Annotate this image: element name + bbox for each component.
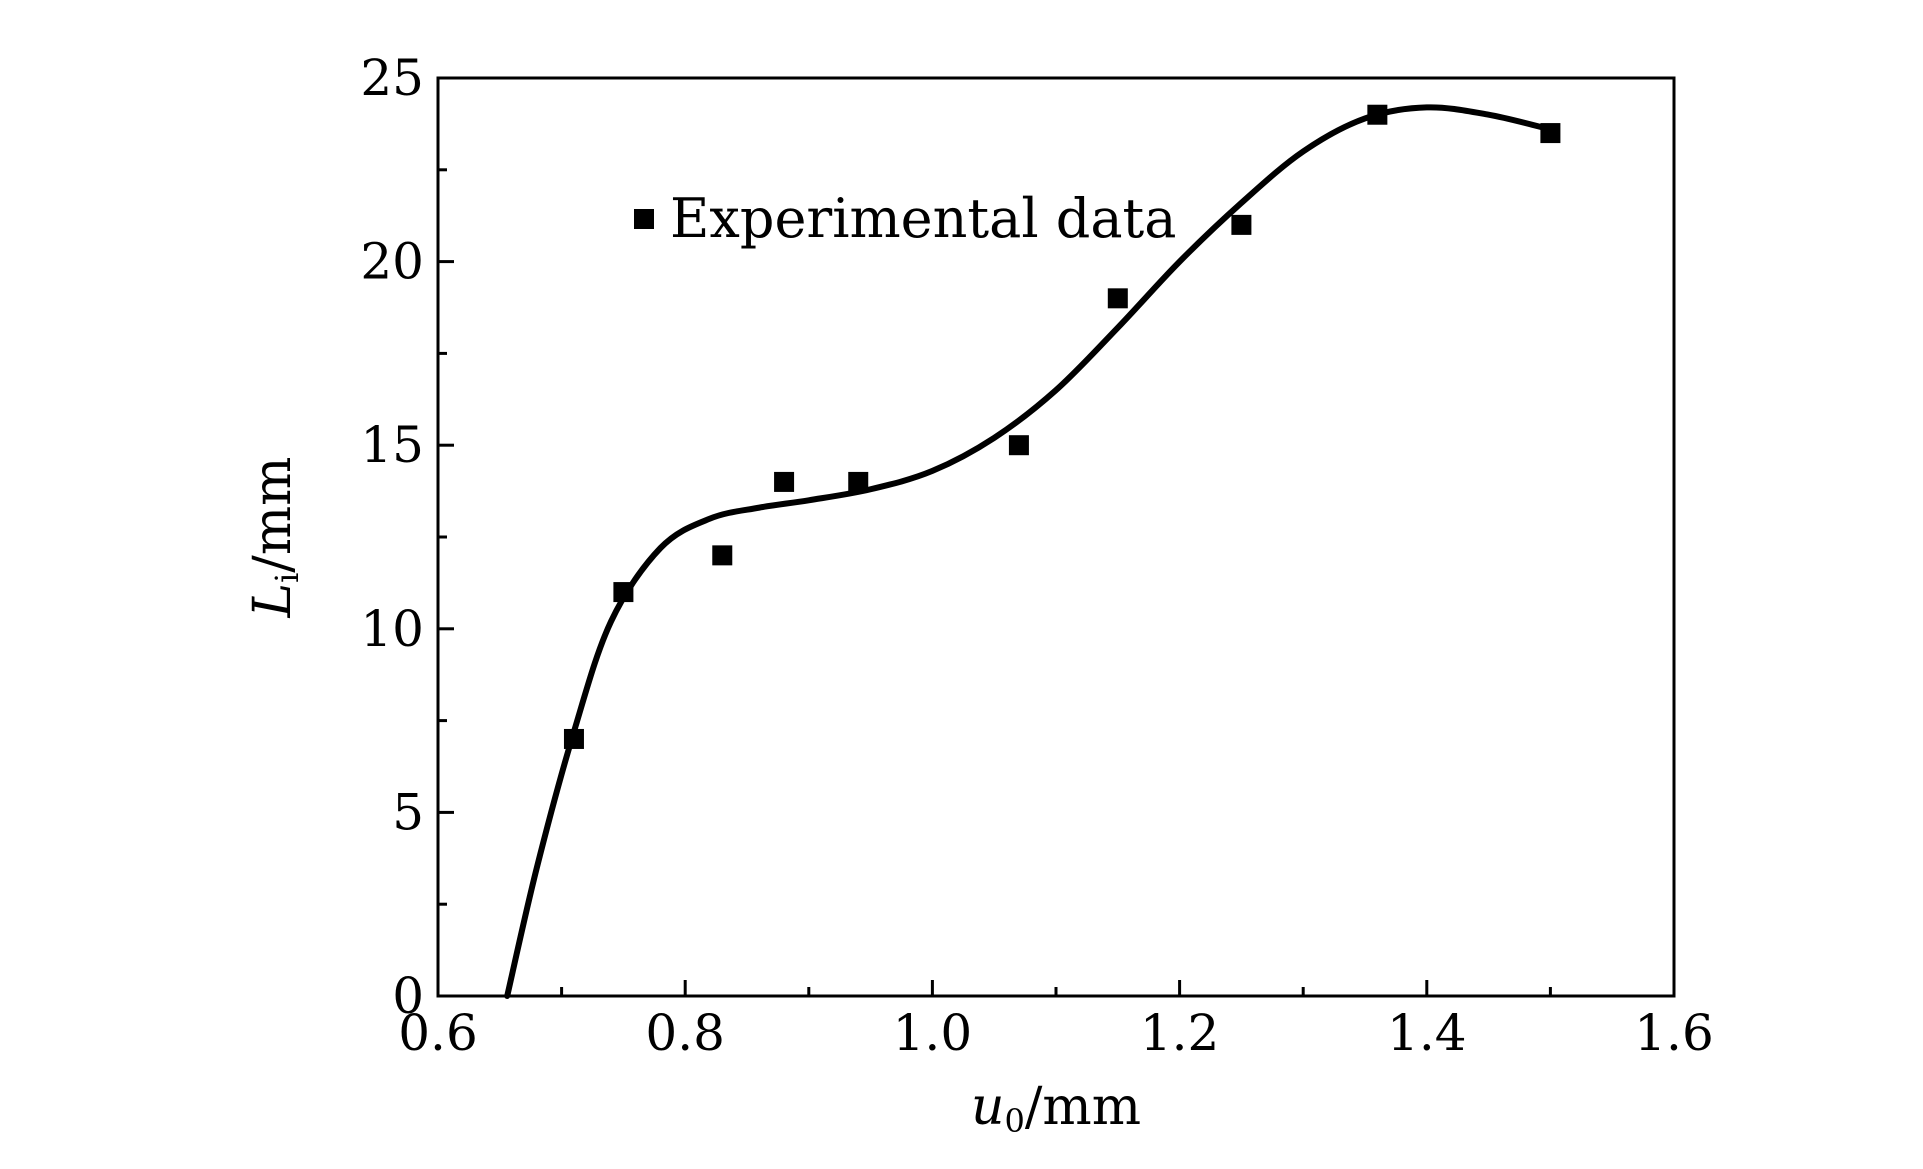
x-axis-title-sub: 0 (1005, 1102, 1025, 1140)
data-point (1367, 104, 1388, 125)
y-tick-label: 0 (392, 967, 424, 1025)
data-point (1540, 123, 1561, 144)
x-tick-label: 0.6 (398, 1004, 478, 1062)
y-tick-label: 20 (360, 233, 424, 291)
data-point (1107, 288, 1128, 309)
data-markers (563, 104, 1561, 749)
y-tick-label: 5 (392, 783, 424, 841)
y-axis-title-unit: /mm (243, 457, 303, 573)
data-point (774, 471, 795, 492)
x-tick-labels: 0.6 0.8 1.0 1.2 1.4 1.6 (398, 1004, 1714, 1062)
x-tick-label: 1.0 (893, 1004, 973, 1062)
y-tick-label: 10 (360, 600, 424, 658)
y-axis-title-sub: i (268, 573, 306, 583)
x-tick-label: 1.6 (1634, 1004, 1714, 1062)
fit-curve (504, 104, 1554, 999)
y-tick-label: 15 (360, 416, 424, 474)
data-point (1008, 435, 1029, 456)
data-point (712, 545, 733, 566)
major-ticks (436, 76, 1676, 998)
data-point (1231, 214, 1252, 235)
y-tick-labels: 0 5 10 15 20 25 (360, 49, 424, 1025)
x-tick-label: 1.4 (1387, 1004, 1467, 1062)
y-tick-label: 25 (360, 49, 424, 107)
minor-ticks (438, 168, 1552, 996)
legend-label: Experimental data (670, 187, 1176, 250)
data-point (848, 471, 869, 492)
x-axis-title: u0/mm (971, 1077, 1141, 1140)
legend-marker (634, 209, 654, 229)
legend: Experimental data (634, 187, 1176, 250)
data-point (563, 728, 584, 749)
x-tick-label: 1.2 (1140, 1004, 1220, 1062)
x-axis-title-var: u (971, 1077, 1005, 1137)
x-axis-title-unit: /mm (1025, 1077, 1141, 1137)
x-tick-label: 0.8 (645, 1004, 725, 1062)
y-axis-title: Li/mm (243, 457, 306, 619)
data-point (613, 582, 634, 603)
y-axis-title-var: L (243, 583, 303, 619)
